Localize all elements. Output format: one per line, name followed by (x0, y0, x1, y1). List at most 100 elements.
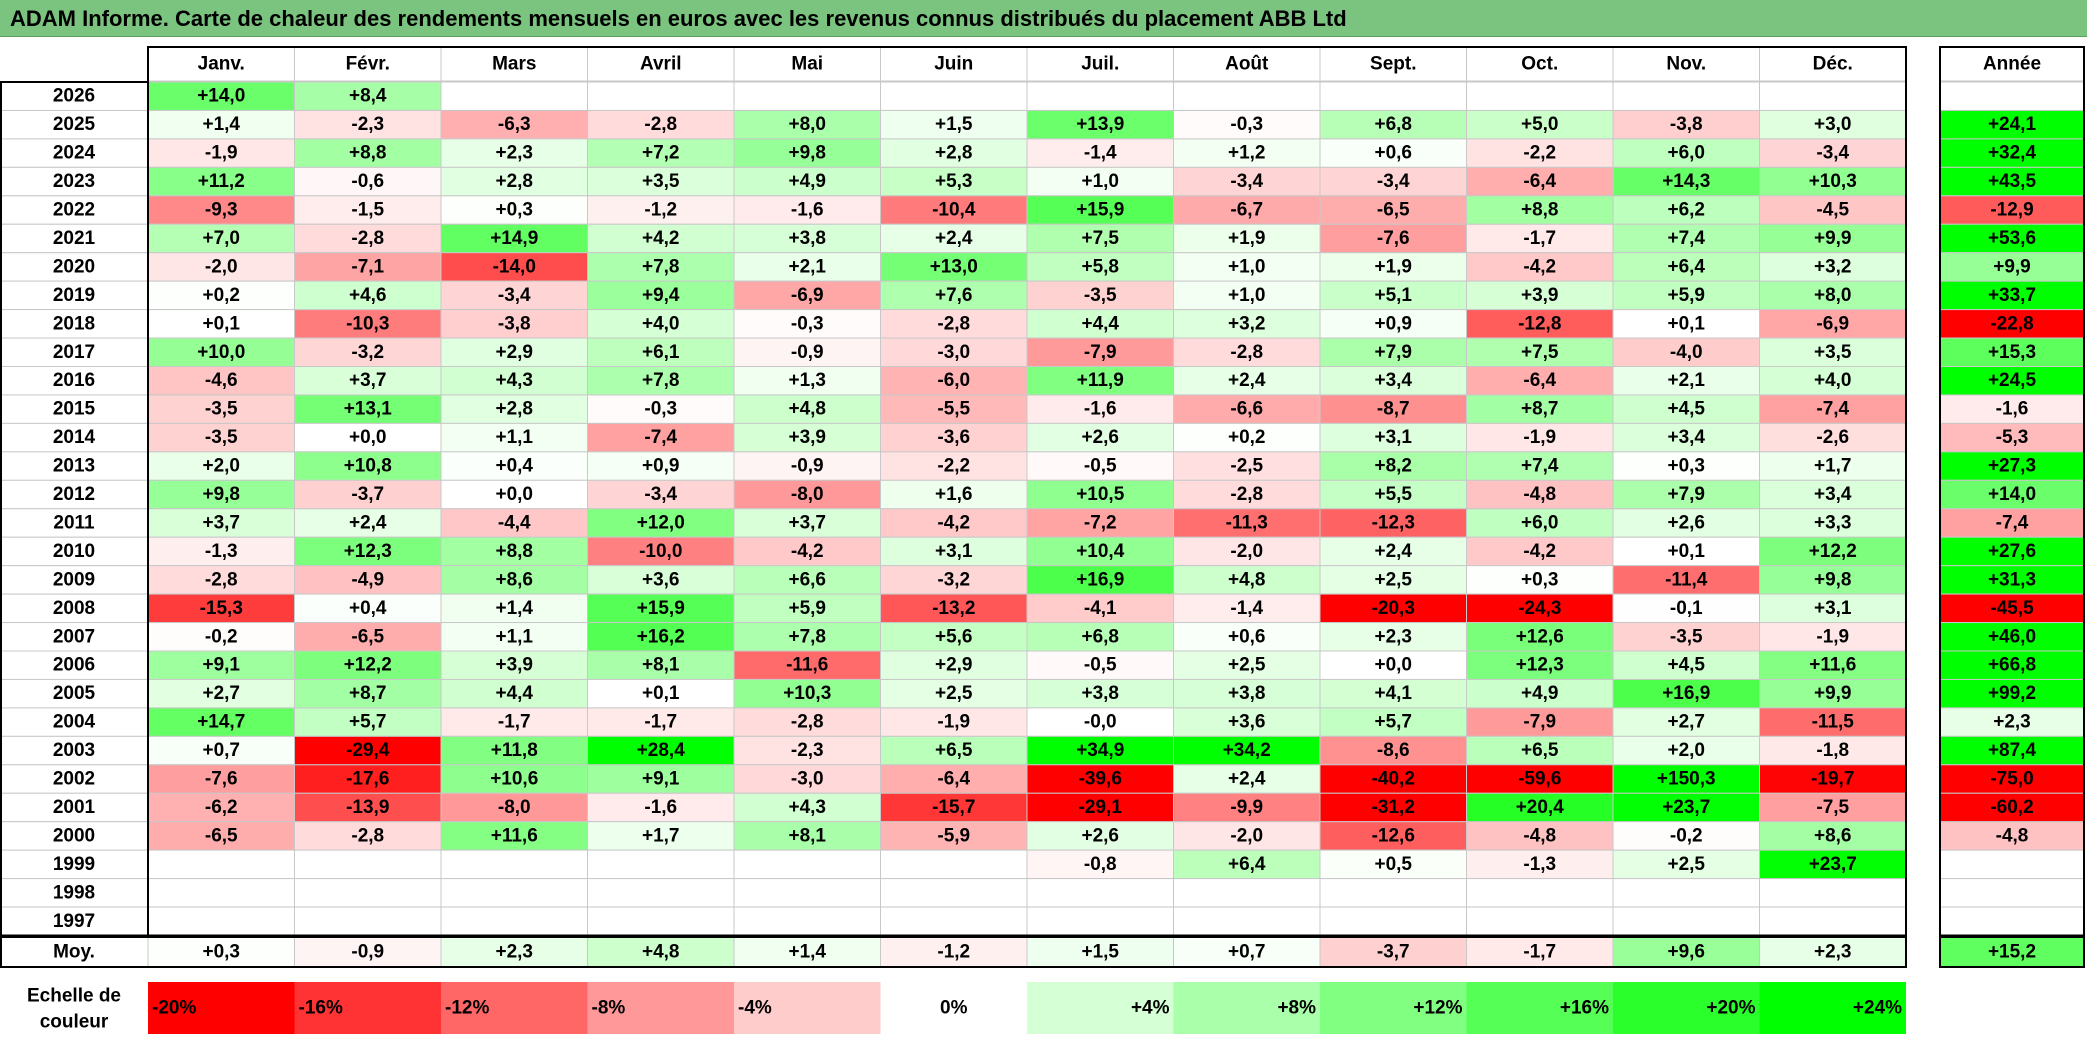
heatmap-cell-value: +5,8 (1081, 256, 1119, 277)
heatmap-cell-value: +0,9 (642, 456, 680, 477)
annual-cell-value: -7,4 (1996, 512, 2029, 533)
heatmap-cell-value: +12,3 (1516, 655, 1564, 676)
heatmap-cell-value: +1,0 (1081, 171, 1119, 192)
heatmap-cell (1026, 451, 1174, 481)
heatmap-cell (1759, 109, 1907, 140)
heatmap-cell (733, 593, 881, 624)
heatmap-cell-value: +4,5 (1667, 399, 1705, 420)
heatmap-cell-value: +0,4 (495, 456, 533, 477)
heatmap-cell (294, 223, 442, 254)
heatmap-cell (1759, 81, 1907, 111)
heatmap-cell-value: -1,2 (644, 200, 677, 221)
heatmap-cell (1173, 536, 1321, 567)
heatmap-cell-value: +4,1 (1374, 683, 1412, 704)
heatmap-cell (294, 565, 442, 595)
heatmap-cell-value: -2,8 (205, 569, 238, 590)
heatmap-cell-value: +1,2 (1228, 143, 1266, 164)
heatmap-cell (880, 650, 1028, 680)
annual-cell-value: +46,0 (1988, 626, 2036, 647)
heatmap-cell (440, 764, 588, 794)
average-cell (1466, 936, 1614, 968)
heatmap-cell (733, 422, 881, 453)
heatmap-cell (1026, 906, 1174, 936)
scale-swatch (1173, 982, 1320, 1034)
heatmap-cell (880, 707, 1028, 737)
heatmap-cell (1466, 166, 1614, 197)
heatmap-cell-value: +4,9 (788, 171, 826, 192)
heatmap-cell-value: +7,5 (1521, 342, 1559, 363)
heatmap-cell (294, 849, 442, 880)
heatmap-cell (1612, 849, 1760, 880)
annual-cell (1939, 878, 2085, 908)
heatmap-cell (1612, 479, 1760, 510)
heatmap-cell (1466, 536, 1614, 567)
heatmap-cell-value: -4,2 (937, 512, 970, 533)
row-year-label: 2013 (53, 456, 95, 477)
average-cell (1319, 936, 1467, 968)
heatmap-cell (440, 678, 588, 709)
heatmap-cell-value: -9,3 (205, 200, 238, 221)
heatmap-cell-value: +11,6 (491, 825, 538, 846)
heatmap-cell-value: -1,9 (205, 143, 238, 164)
average-cell-value: +9,6 (1667, 942, 1705, 963)
heatmap-cell (1612, 366, 1760, 396)
heatmap-cell (440, 536, 588, 567)
heatmap-cell (1173, 792, 1321, 823)
heatmap-cell-value: +2,6 (1081, 427, 1119, 448)
heatmap-cell-value: +8,1 (642, 655, 680, 676)
heatmap-cell-value: +8,7 (349, 683, 387, 704)
heatmap-cell (1612, 707, 1760, 737)
heatmap-cell-value: +16,2 (637, 626, 685, 647)
heatmap-cell-value: +1,7 (1814, 456, 1852, 477)
heatmap-cell (440, 593, 588, 624)
heatmap-cell (1173, 451, 1321, 481)
heatmap-cell-value: -7,6 (205, 769, 238, 790)
average-cell (733, 936, 881, 968)
heatmap-cell-value: +1,3 (788, 370, 826, 391)
annual-cell-value: +99,2 (1988, 683, 2036, 704)
heatmap-cell (587, 166, 735, 197)
row-year-label: 2008 (53, 598, 95, 619)
heatmap-cell-value: -7,9 (1523, 712, 1556, 733)
heatmap-cell-value: -2,0 (1230, 825, 1263, 846)
scale-swatch-label: +16% (1560, 998, 1609, 1019)
heatmap-cell-value: +15,9 (1076, 200, 1124, 221)
heatmap-cell-value: +12,0 (637, 512, 685, 533)
row-year-label: 2006 (53, 655, 95, 676)
heatmap-cell-value: -29,4 (346, 740, 390, 761)
heatmap-cell-value: -3,5 (1084, 285, 1117, 306)
heatmap-cell-value: +2,4 (1374, 541, 1412, 562)
row-year-cell (0, 280, 149, 311)
heatmap-cell (1173, 280, 1321, 311)
heatmap-cell (1612, 678, 1760, 709)
heatmap-cell-value: -9,9 (1230, 797, 1263, 818)
scale-swatch-label: +4% (1131, 998, 1170, 1019)
average-cell (294, 936, 442, 968)
heatmap-cell (733, 309, 881, 339)
annual-border (1939, 46, 2085, 937)
heatmap-cell (1466, 593, 1614, 624)
annual-cell-value: +14,0 (1988, 484, 2036, 505)
heatmap-cell (587, 366, 735, 396)
heatmap-cell (1026, 422, 1174, 453)
heatmap-cell (1173, 764, 1321, 794)
annual-cell-value: -1,6 (1996, 399, 2029, 420)
heatmap-cell (294, 536, 442, 567)
annual-cell-value: +24,5 (1988, 370, 2037, 391)
heatmap-cell-value: -6,3 (498, 114, 531, 135)
heatmap-cell (1466, 479, 1614, 510)
heatmap-cell (587, 593, 735, 624)
heatmap-cell (147, 735, 295, 766)
heatmap-cell-value: -1,6 (1084, 399, 1117, 420)
heatmap-cell-value: -7,6 (1377, 228, 1410, 249)
heatmap-cell-value: +14,7 (197, 712, 245, 733)
annual-cell-value: +24,1 (1988, 114, 2037, 135)
heatmap-cell-value: +0,6 (1228, 626, 1266, 647)
heatmap-cell (294, 109, 442, 140)
heatmap-cell-value: +4,3 (788, 797, 826, 818)
heatmap-cell (440, 735, 588, 766)
heatmap-cell (880, 422, 1028, 453)
average-cell (1173, 936, 1321, 968)
annual-cell-value: +27,6 (1988, 541, 2036, 562)
heatmap-cell (147, 650, 295, 680)
